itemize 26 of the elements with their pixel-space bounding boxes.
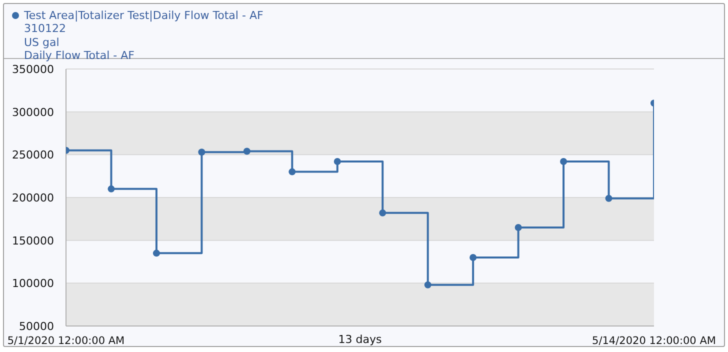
y-tick-label: 50000 bbox=[19, 320, 54, 333]
legend-label: Test Area|Totalizer Test|Daily Flow Total - AF bbox=[24, 9, 264, 22]
text: US gal bbox=[23, 36, 60, 49]
point bbox=[334, 158, 341, 166]
y-tick-label: 150000 bbox=[12, 234, 54, 248]
point bbox=[560, 158, 568, 166]
y-tick-label: 300000 bbox=[12, 106, 54, 119]
point bbox=[424, 281, 432, 288]
x-axis-title: 13 days bbox=[338, 333, 382, 346]
point bbox=[288, 168, 296, 176]
point bbox=[108, 185, 115, 192]
x-tick-label: 5/1/2020 12:00:00 AM bbox=[7, 335, 125, 347]
y-tick-label: 250000 bbox=[12, 148, 54, 162]
y-tick-label: 200000 bbox=[12, 192, 54, 204]
point bbox=[379, 209, 386, 216]
point bbox=[243, 148, 250, 155]
point bbox=[605, 194, 612, 202]
y-tick-label: 350000 bbox=[12, 63, 54, 76]
point bbox=[514, 224, 522, 231]
point bbox=[152, 250, 160, 257]
text: 310122 bbox=[23, 22, 67, 36]
text: Daily Flow Total - AF bbox=[23, 48, 136, 62]
point bbox=[198, 148, 206, 156]
point bbox=[470, 254, 477, 261]
x-tick-label: 5/14/2020 12:00:00 AM bbox=[592, 335, 716, 347]
y-tick-label: 100000 bbox=[12, 277, 54, 290]
